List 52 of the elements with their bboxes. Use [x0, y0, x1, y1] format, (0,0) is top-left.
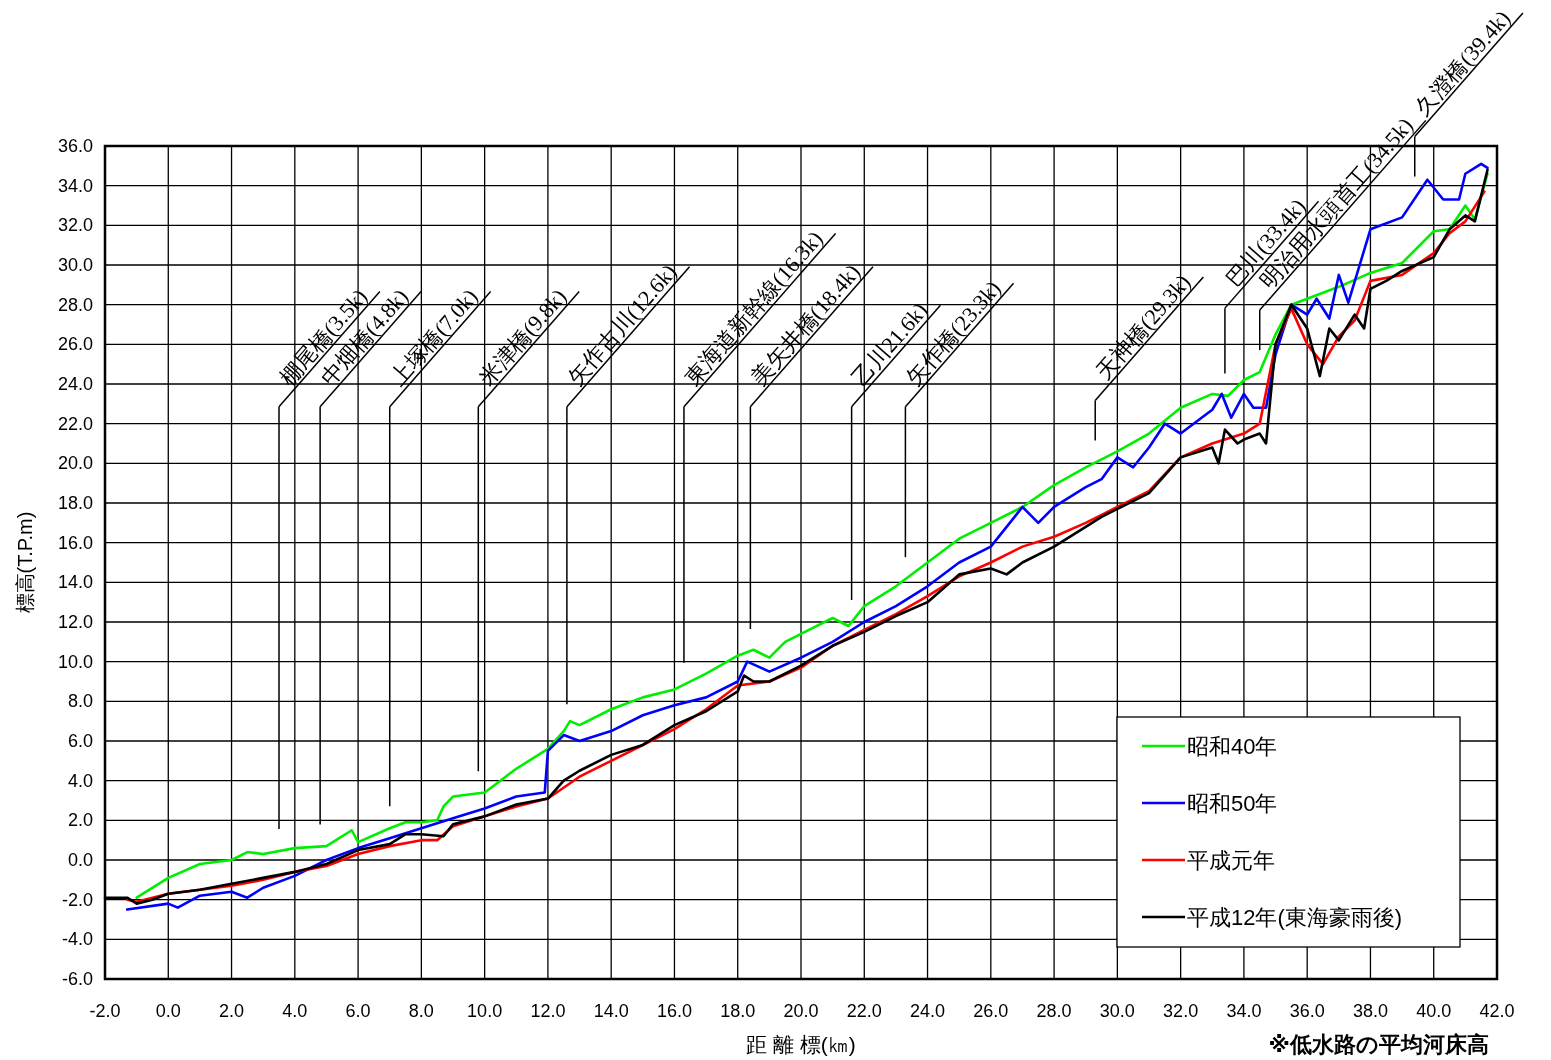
- y-tick-label: 16.0: [57, 532, 93, 553]
- x-tick-label: 42.0: [1479, 1001, 1515, 1021]
- x-tick-label: 40.0: [1416, 1001, 1452, 1021]
- y-tick-label: 30.0: [57, 255, 93, 275]
- y-tick-label: 32.0: [57, 215, 93, 236]
- x-tick-label: 32.0: [1163, 1001, 1199, 1021]
- y-tick-label: 8.0: [67, 691, 93, 712]
- x-tick-label: 22.0: [846, 1001, 882, 1021]
- y-axis-title: 標高(T.P.m): [14, 511, 36, 614]
- x-tick-label: 24.0: [910, 1001, 946, 1021]
- x-tick-label: 2.0: [219, 1001, 245, 1021]
- y-tick-label: 0.0: [67, 850, 93, 870]
- x-tick-label: 4.0: [282, 1001, 308, 1021]
- y-tick-label: 4.0: [67, 770, 93, 791]
- x-tick-label: 14.0: [593, 1001, 629, 1021]
- x-tick-label: 30.0: [1099, 1001, 1135, 1021]
- y-tick-label: 20.0: [57, 453, 93, 474]
- y-tick-label: -4.0: [61, 929, 93, 950]
- x-tick-label: -2.0: [89, 1001, 121, 1021]
- y-tick-label: 14.0: [57, 572, 93, 593]
- x-tick-label: 8.0: [408, 1001, 434, 1021]
- y-tick-label: 2.0: [67, 810, 93, 831]
- legend-label: 平成12年(東海豪雨後): [1187, 905, 1403, 930]
- x-tick-label: 34.0: [1226, 1001, 1262, 1021]
- y-tick-label: 24.0: [57, 374, 93, 394]
- x-tick-label: 16.0: [656, 1001, 692, 1021]
- y-tick-label: 12.0: [57, 612, 93, 632]
- legend-label: 平成元年: [1187, 848, 1275, 873]
- x-tick-label: 6.0: [345, 1001, 371, 1021]
- x-tick-label: 10.0: [467, 1001, 503, 1021]
- y-tick-label: 10.0: [57, 651, 93, 672]
- x-tick-label: 36.0: [1289, 1001, 1325, 1021]
- y-tick-label: 18.0: [57, 493, 93, 513]
- legend-label: 昭和50年: [1187, 791, 1278, 816]
- y-tick-label: 34.0: [57, 175, 93, 196]
- y-tick-label: -2.0: [61, 889, 93, 910]
- y-tick-label: 28.0: [57, 294, 93, 315]
- x-tick-label: 26.0: [973, 1001, 1009, 1021]
- y-tick-label: -6.0: [61, 969, 93, 989]
- legend-label: 昭和40年: [1187, 734, 1278, 759]
- x-tick-label: 28.0: [1036, 1001, 1072, 1021]
- x-tick-label: 18.0: [720, 1001, 756, 1021]
- y-tick-label: 26.0: [57, 334, 93, 355]
- y-tick-label: 22.0: [57, 413, 93, 434]
- y-tick-label: 6.0: [67, 731, 93, 751]
- x-tick-label: 0.0: [155, 1001, 181, 1021]
- text: ※低水路の平均河床高: [1268, 1032, 1489, 1057]
- x-axis-title: 距 離 標(㎞): [746, 1033, 856, 1056]
- x-tick-label: 38.0: [1352, 1001, 1388, 1021]
- x-tick-label: 20.0: [783, 1001, 819, 1021]
- x-tick-label: 12.0: [530, 1001, 566, 1021]
- y-tick-label: 36.0: [57, 136, 93, 156]
